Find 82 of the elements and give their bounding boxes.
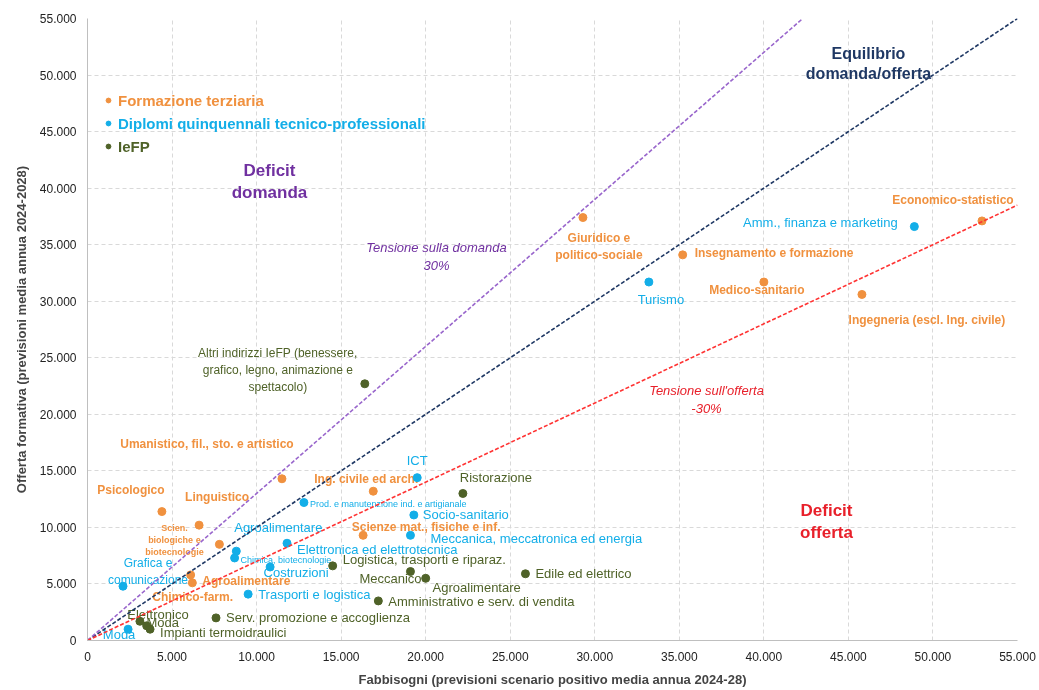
point <box>187 578 197 588</box>
data-label: ICT <box>406 453 428 469</box>
data-label: Insegnamento e formazione <box>694 245 854 260</box>
point <box>409 510 419 520</box>
annotation: Equilibrio domanda/offerta <box>805 44 932 83</box>
data-label: Prod. e manutenzione ind. e artigianale <box>309 498 467 509</box>
annotation: Deficit offerta <box>800 500 854 543</box>
annotation: Deficit domanda <box>231 160 308 203</box>
y-tick-label: 55.000 <box>39 12 77 26</box>
point <box>230 553 240 563</box>
data-label: Altri indirizzi IeFP (benessere, grafico, legno, animazione e spettacolo) <box>198 345 358 394</box>
x-tick-label: 0 <box>84 649 92 664</box>
point <box>520 569 530 579</box>
data-label: Scien. biologiche e biotecnologie <box>145 523 204 558</box>
data-label: Economico-statistico <box>892 192 1014 207</box>
point <box>909 222 919 232</box>
x-tick-label: 55.000 <box>999 649 1037 664</box>
annotation: Tensione sull'offerta -30% <box>649 383 764 416</box>
data-label: Agroalimentare <box>234 519 323 535</box>
data-label: Chimica, biotecnologie <box>240 554 332 565</box>
x-tick-label: 25.000 <box>491 649 529 664</box>
data-label: Amministrativo e serv. di vendita <box>388 594 576 610</box>
data-label: Turismo <box>637 291 685 307</box>
data-label: Ingegneria (escl. Ing. civile) <box>848 313 1006 328</box>
point <box>678 250 688 260</box>
y-tick-label: 25.000 <box>39 351 77 366</box>
x-axis-title: Fabbisogni (previsioni scenario positivo media annua 2024-28) <box>358 671 747 687</box>
x-tick-label: 15.000 <box>322 649 360 664</box>
data-label: Giuridico e politico-sociale <box>555 231 643 262</box>
point <box>373 596 383 606</box>
point <box>368 486 378 496</box>
legend-label: Formazione terziaria <box>118 91 264 109</box>
y-tick-label: 35.000 <box>39 238 77 253</box>
x-tick-label: 10.000 <box>238 649 276 664</box>
y-axis-title: Offerta formativa (previsioni media annua 2024-2028) <box>13 165 29 494</box>
point <box>421 573 431 583</box>
point <box>277 474 287 484</box>
data-label: Grafica e comunicazione <box>107 555 189 587</box>
annotation: Tensione sulla domanda 30% <box>366 240 507 273</box>
y-tick-label: 20.000 <box>39 407 77 422</box>
point <box>857 289 867 299</box>
data-label: Edile ed elettrico <box>535 566 632 582</box>
x-tick-label: 40.000 <box>745 649 783 664</box>
legend-label: IeFP <box>118 137 150 155</box>
x-tick-label: 45.000 <box>830 649 868 664</box>
y-tick-label: 50.000 <box>39 68 77 83</box>
x-tick-label: 30.000 <box>576 649 614 664</box>
data-label: Medico-sanitario <box>709 283 805 297</box>
point <box>282 538 292 548</box>
point <box>243 589 253 599</box>
x-tick-label: 5.000 <box>157 649 188 664</box>
data-label: Serv. promozione e accoglienza <box>226 610 411 626</box>
x-tick-label: 50.000 <box>914 649 952 664</box>
x-tick-label: 35.000 <box>660 649 698 664</box>
y-tick-label: 40.000 <box>39 181 77 196</box>
legend-label: Diplomi quinquennali tecnico-professionali <box>118 114 426 132</box>
y-tick-label: 30.000 <box>39 294 77 309</box>
data-label: Ristorazione <box>459 469 533 485</box>
data-label: Trasporti e logistica <box>258 586 372 602</box>
point <box>214 539 224 549</box>
point <box>458 488 468 498</box>
point <box>358 530 368 540</box>
point <box>644 277 654 287</box>
point <box>360 379 370 389</box>
y-tick-label: 10.000 <box>39 520 77 535</box>
data-label: Psicologico <box>97 482 165 497</box>
point <box>157 507 167 517</box>
point <box>299 498 309 508</box>
data-label: Amm., finanza e marketing <box>743 215 898 231</box>
data-label: Umanistico, fil., sto. e artistico <box>120 436 294 451</box>
data-label: Agroalimentare <box>432 579 521 595</box>
y-tick-label: 15.000 <box>39 464 77 479</box>
data-label: Linguistico <box>185 490 250 505</box>
data-label: Moda <box>102 626 137 642</box>
point <box>211 613 221 623</box>
data-label: Meccanico <box>359 571 422 587</box>
point <box>578 213 588 223</box>
x-tick-label: 20.000 <box>407 649 445 664</box>
y-tick-label: 5.000 <box>46 577 77 592</box>
y-tick-label: 45.000 <box>39 125 77 140</box>
point <box>194 520 204 530</box>
y-tick-label: 0 <box>69 634 77 648</box>
